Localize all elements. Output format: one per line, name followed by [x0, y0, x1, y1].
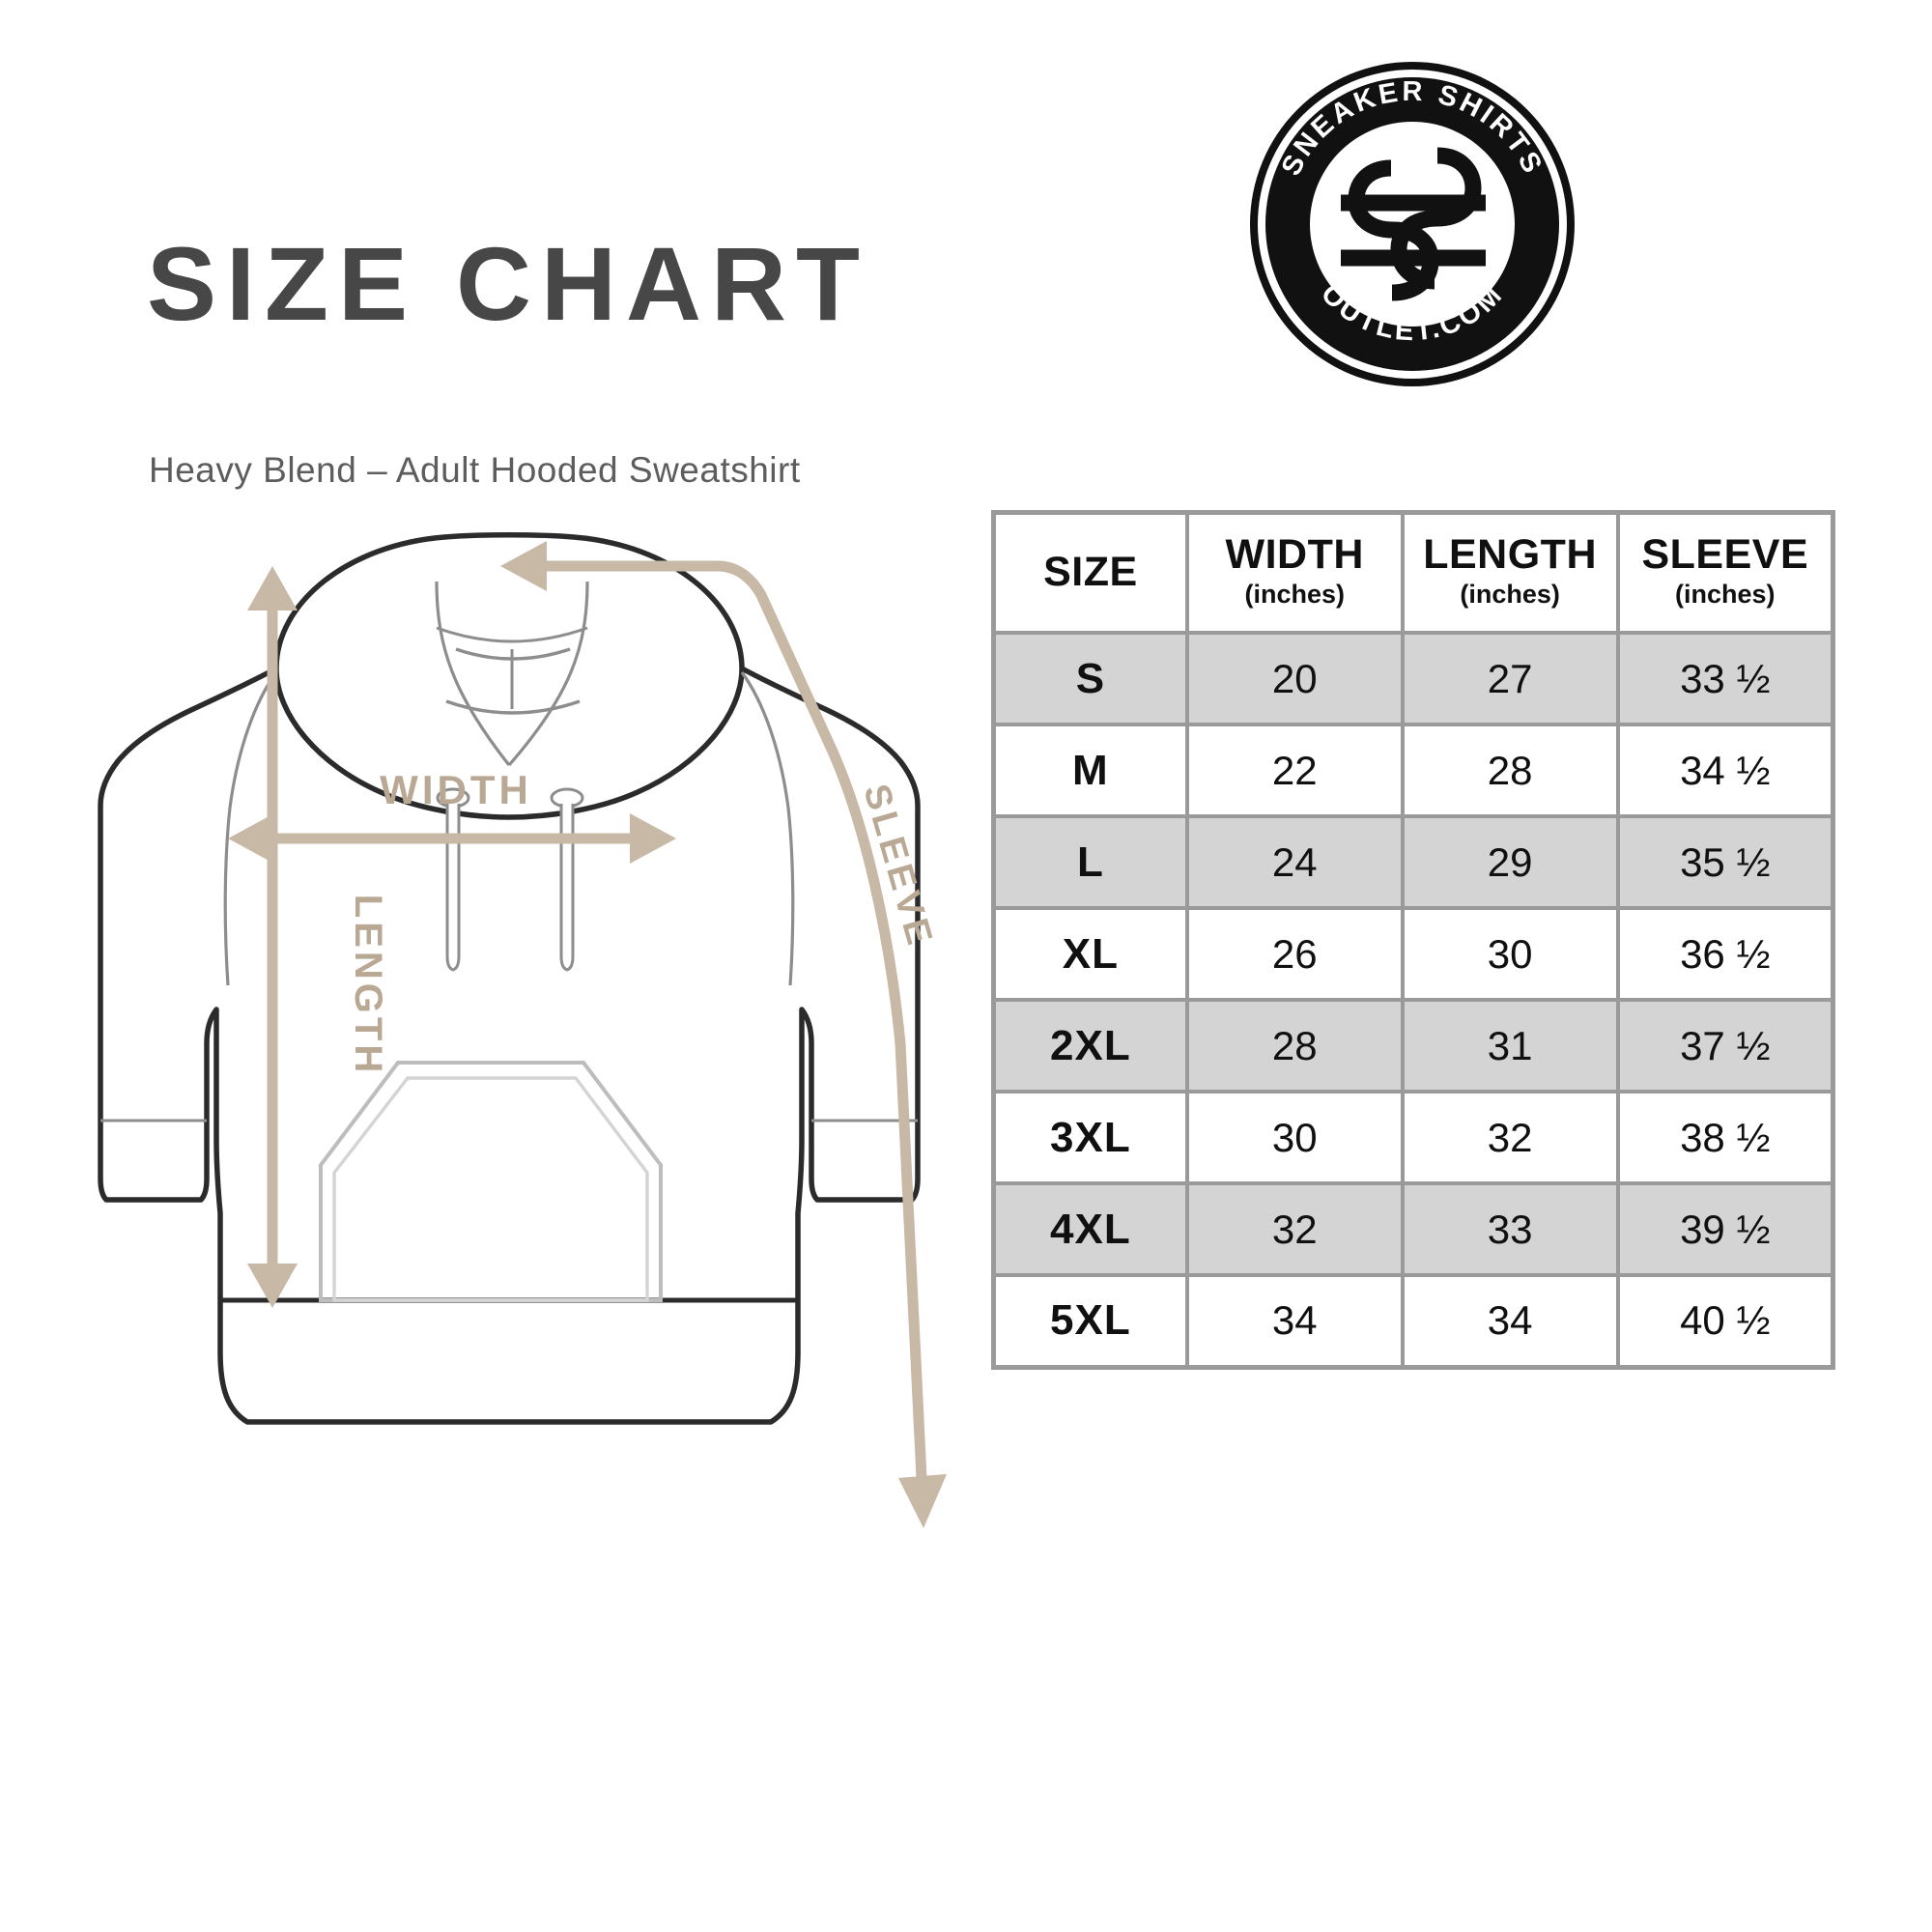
column-header-size: SIZE	[991, 510, 1189, 635]
cell-width: 26	[1184, 906, 1405, 1002]
cell-width: 28	[1184, 998, 1405, 1094]
cell-length: 29	[1400, 814, 1620, 910]
cell-size: M	[991, 723, 1189, 818]
column-header-sleeve-main: SLEEVE	[1641, 531, 1809, 579]
cell-width: 20	[1184, 631, 1405, 726]
length-label: LENGTH	[347, 895, 389, 1076]
cell-length: 33	[1400, 1181, 1620, 1277]
table-row: 4XL 32 33 39 ½	[991, 1181, 1835, 1277]
cell-size: 3XL	[991, 1090, 1189, 1185]
cell-length: 34	[1400, 1273, 1620, 1369]
column-header-sleeve: SLEEVE (inches)	[1615, 510, 1835, 635]
brand-logo: SNEAKER SHIRTS OUTLET.COM	[1248, 60, 1577, 388]
table-row: XL 26 30 36 ½	[991, 906, 1835, 1002]
column-header-sleeve-sub: (inches)	[1675, 580, 1776, 610]
table-row: 5XL 34 34 40 ½	[991, 1273, 1835, 1369]
cell-width: 34	[1184, 1273, 1405, 1369]
width-label: WIDTH	[380, 767, 532, 812]
brand-logo-icon: SNEAKER SHIRTS OUTLET.COM	[1250, 62, 1575, 386]
header-row: SIZE WIDTH (inches) LENGTH (inches) SLEE…	[991, 510, 1835, 635]
page-title: SIZE CHART	[147, 225, 869, 342]
cell-sleeve: 35 ½	[1615, 814, 1835, 910]
cell-width: 32	[1184, 1181, 1405, 1277]
size-table-body: S 20 27 33 ½ M 22 28 34 ½ L 24 29 35 ½ XL 26 30 36 ½ 2XL…	[991, 631, 1835, 1369]
table-row: L 24 29 35 ½	[991, 814, 1835, 910]
size-table-header: SIZE WIDTH (inches) LENGTH (inches) SLEE…	[991, 510, 1835, 635]
hoodie-diagram-icon: WIDTH LENGTH SLEEVE	[98, 532, 947, 1528]
column-header-length-main: LENGTH	[1423, 531, 1598, 579]
cell-length: 31	[1400, 998, 1620, 1094]
cell-width: 30	[1184, 1090, 1405, 1185]
size-table-container: SIZE WIDTH (inches) LENGTH (inches) SLEE…	[991, 510, 1835, 1370]
cell-length: 30	[1400, 906, 1620, 1002]
cell-size: 5XL	[991, 1273, 1189, 1369]
table-row: S 20 27 33 ½	[991, 631, 1835, 726]
column-header-size-main: SIZE	[1043, 549, 1138, 596]
cell-size: S	[991, 631, 1189, 726]
cell-length: 28	[1400, 723, 1620, 818]
measurement-arrows	[228, 541, 947, 1528]
cell-sleeve: 36 ½	[1615, 906, 1835, 1002]
hoodie-illustration: WIDTH LENGTH SLEEVE	[58, 502, 985, 1584]
cell-length: 27	[1400, 631, 1620, 726]
cell-sleeve: 39 ½	[1615, 1181, 1835, 1277]
cell-length: 32	[1400, 1090, 1620, 1185]
cell-width: 22	[1184, 723, 1405, 818]
cell-size: L	[991, 814, 1189, 910]
size-table: SIZE WIDTH (inches) LENGTH (inches) SLEE…	[991, 510, 1835, 1370]
column-header-width-main: WIDTH	[1225, 531, 1364, 579]
page-subtitle: Heavy Blend – Adult Hooded Sweatshirt	[149, 450, 801, 490]
column-header-length: LENGTH (inches)	[1400, 510, 1620, 635]
cell-sleeve: 37 ½	[1615, 998, 1835, 1094]
cell-size: 2XL	[991, 998, 1189, 1094]
cell-sleeve: 40 ½	[1615, 1273, 1835, 1369]
column-header-length-sub: (inches)	[1460, 580, 1560, 610]
cell-width: 24	[1184, 814, 1405, 910]
cell-sleeve: 34 ½	[1615, 723, 1835, 818]
cell-size: XL	[991, 906, 1189, 1002]
column-header-width: WIDTH (inches)	[1184, 510, 1405, 635]
cell-sleeve: 38 ½	[1615, 1090, 1835, 1185]
cell-size: 4XL	[991, 1181, 1189, 1277]
table-row: M 22 28 34 ½	[991, 723, 1835, 818]
table-row: 2XL 28 31 37 ½	[991, 998, 1835, 1094]
table-row: 3XL 30 32 38 ½	[991, 1090, 1835, 1185]
cell-sleeve: 33 ½	[1615, 631, 1835, 726]
column-header-width-sub: (inches)	[1244, 580, 1345, 610]
